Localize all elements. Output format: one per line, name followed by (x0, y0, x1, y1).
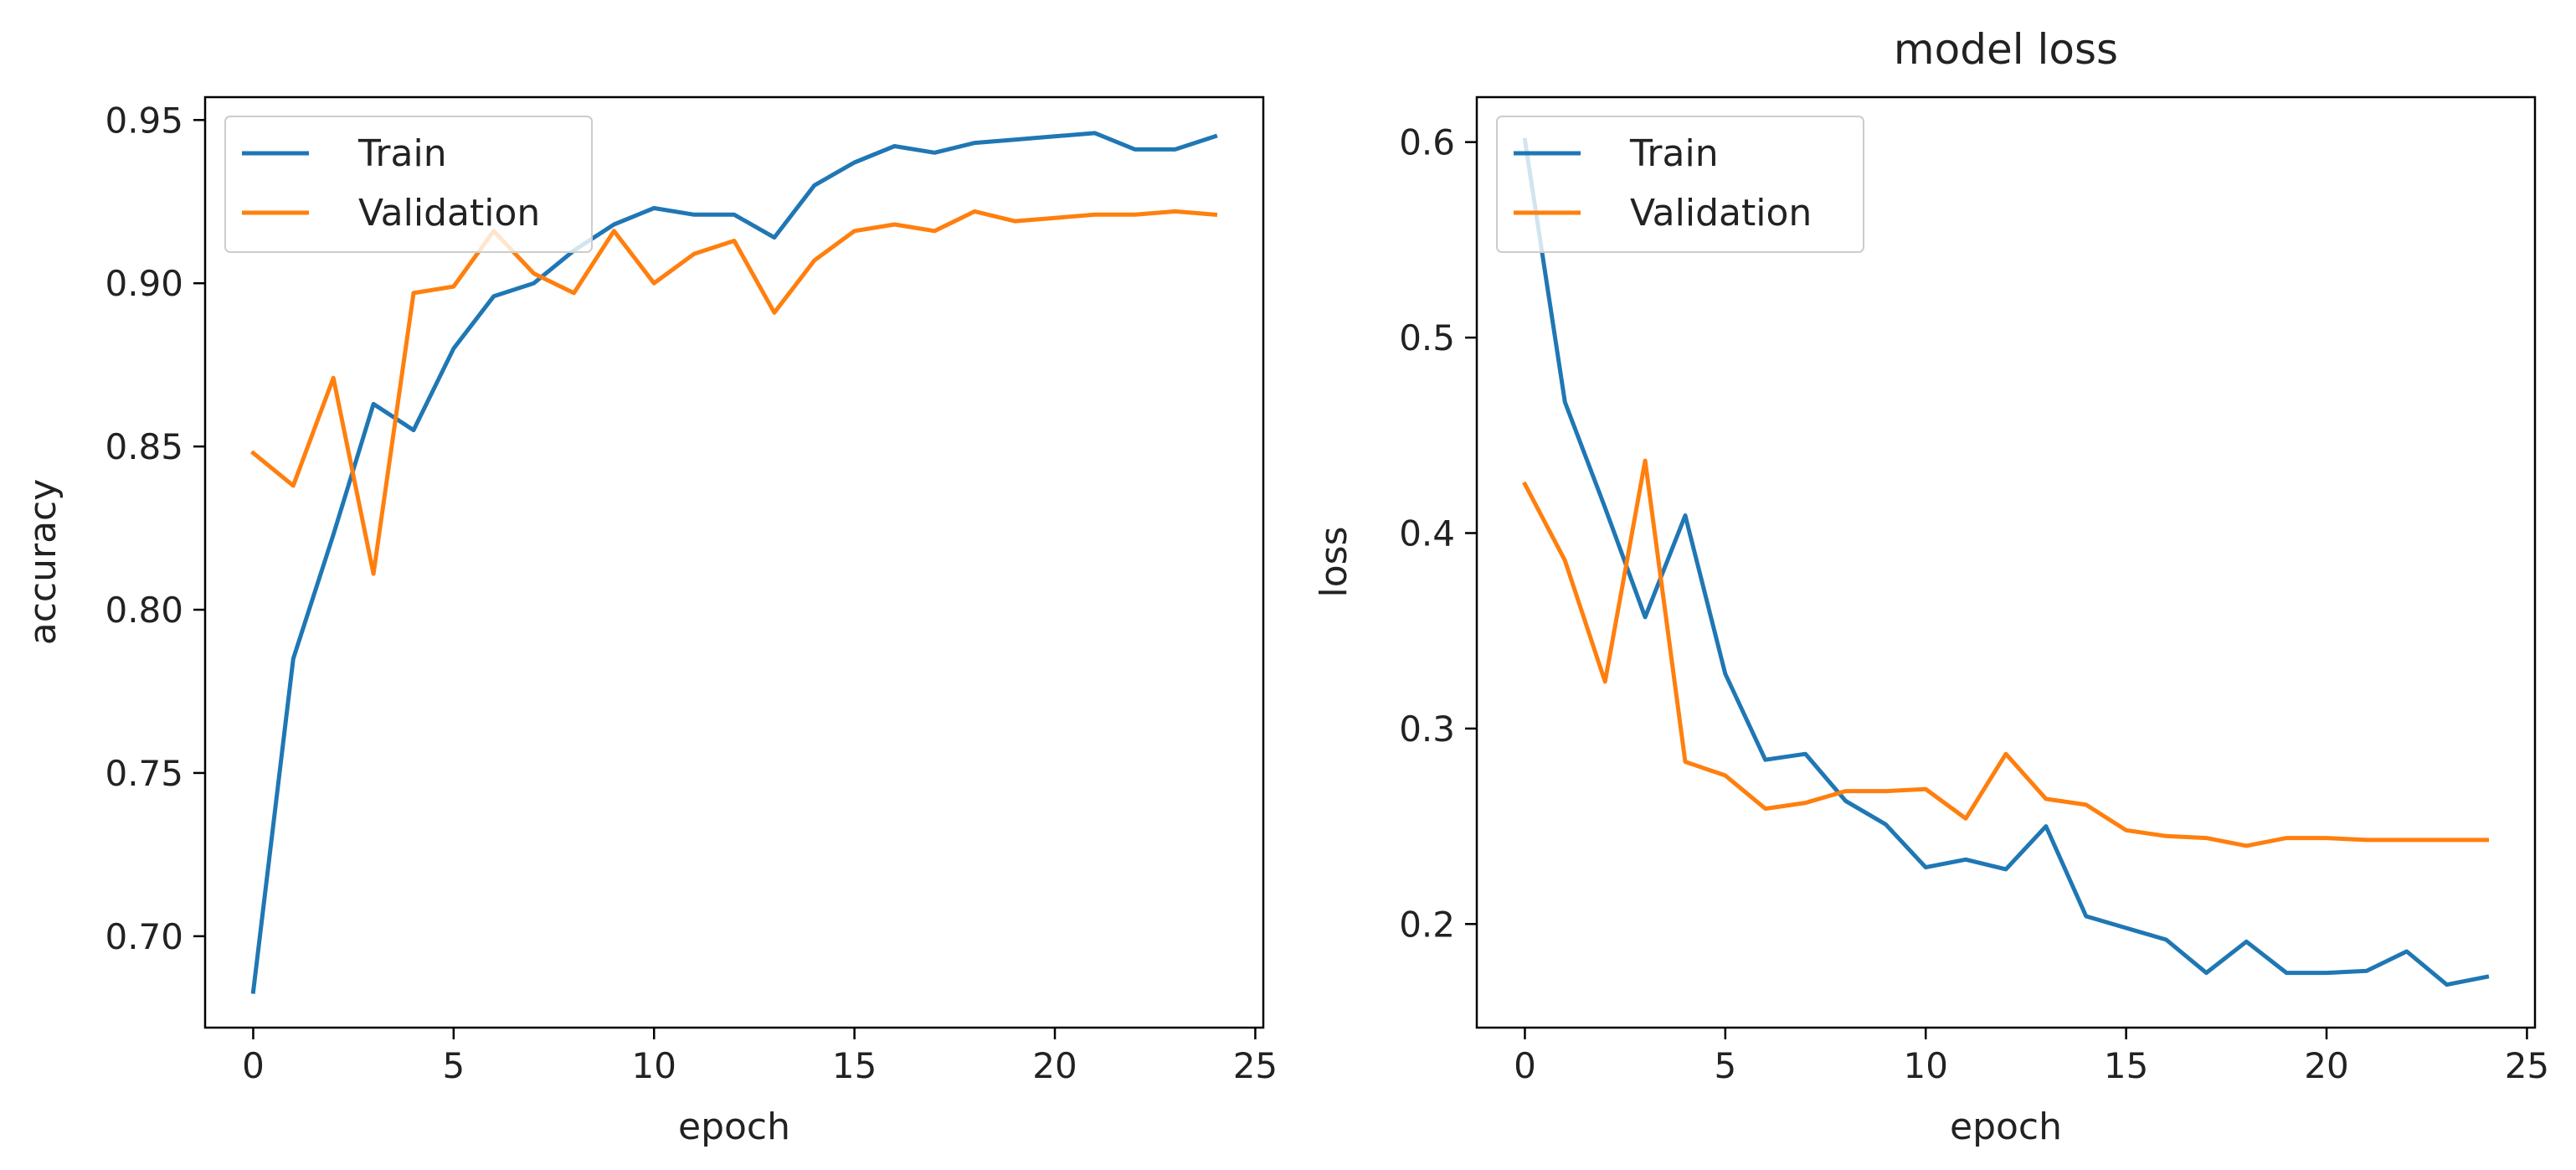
x-tick-label: 5 (442, 1045, 465, 1086)
series-line-train (250, 131, 1218, 994)
y-tick-label: 0.4 (1399, 513, 1455, 554)
loss-chart: model loss 0.2 0.3 0.4 0.5 0.6 0 5 10 15 20 25 ep… (1313, 25, 2549, 1148)
legend-box (1496, 116, 1864, 253)
x-tick-labels: 0 5 10 15 20 25 (1514, 1045, 2549, 1086)
series-lines (1522, 137, 2490, 987)
x-tick-label: 25 (1233, 1045, 1278, 1086)
legend-label-train: Train (357, 132, 447, 175)
x-axis-label: epoch (1950, 1106, 2062, 1148)
x-tick-label: 15 (2104, 1045, 2148, 1086)
y-tick-label: 0.80 (105, 590, 183, 631)
x-axis-label: epoch (678, 1106, 790, 1148)
y-tick-label: 0.3 (1399, 709, 1455, 750)
x-tick-label: 20 (1032, 1045, 1077, 1086)
y-tick-label: 0.2 (1399, 904, 1455, 945)
x-tick-label: 10 (1904, 1045, 1948, 1086)
plot-area-frame (203, 95, 1265, 1029)
x-tick-label: 0 (1514, 1045, 1536, 1086)
series-line-train (1522, 137, 2490, 987)
x-tick-labels: 0 5 10 15 20 25 (242, 1045, 1278, 1086)
series-line-validation (249, 209, 1218, 576)
legend-box (224, 116, 593, 253)
legend: Train Validation (1496, 116, 1864, 253)
y-tick-labels: 0.70 0.75 0.80 0.85 0.90 0.95 (105, 100, 183, 957)
y-tick-label: 0.95 (105, 100, 183, 141)
axis-ticks (193, 119, 1257, 1039)
legend-label-validation: Validation (358, 192, 540, 235)
y-tick-labels: 0.2 0.3 0.4 0.5 0.6 (1399, 122, 1455, 946)
axis-ticks (1465, 141, 2528, 1039)
legend-label-train: Train (1629, 132, 1719, 175)
series-line-validation (1522, 458, 2489, 848)
y-axis-label: loss (1313, 527, 1355, 598)
accuracy-chart: 0.70 0.75 0.80 0.85 0.90 0.95 0 5 10 15 20 25 epoc… (22, 95, 1278, 1148)
y-tick-label: 0.85 (105, 426, 183, 467)
x-tick-label: 20 (2304, 1045, 2348, 1086)
series-lines (249, 131, 1218, 994)
x-tick-label: 25 (2505, 1045, 2549, 1086)
y-tick-label: 0.70 (105, 916, 183, 957)
legend: Train Validation (224, 116, 593, 253)
x-tick-label: 10 (632, 1045, 676, 1086)
y-tick-label: 0.6 (1399, 122, 1455, 163)
x-tick-label: 15 (832, 1045, 877, 1086)
chart-title: model loss (1894, 25, 2118, 74)
x-tick-label: 5 (1714, 1045, 1736, 1086)
y-tick-label: 0.90 (105, 263, 183, 304)
y-axis-label: accuracy (22, 479, 64, 646)
legend-label-validation: Validation (1630, 192, 1812, 235)
x-tick-label: 0 (242, 1045, 265, 1086)
plot-area-frame (1475, 95, 2537, 1029)
y-tick-label: 0.5 (1399, 317, 1455, 358)
y-tick-label: 0.75 (105, 753, 183, 794)
